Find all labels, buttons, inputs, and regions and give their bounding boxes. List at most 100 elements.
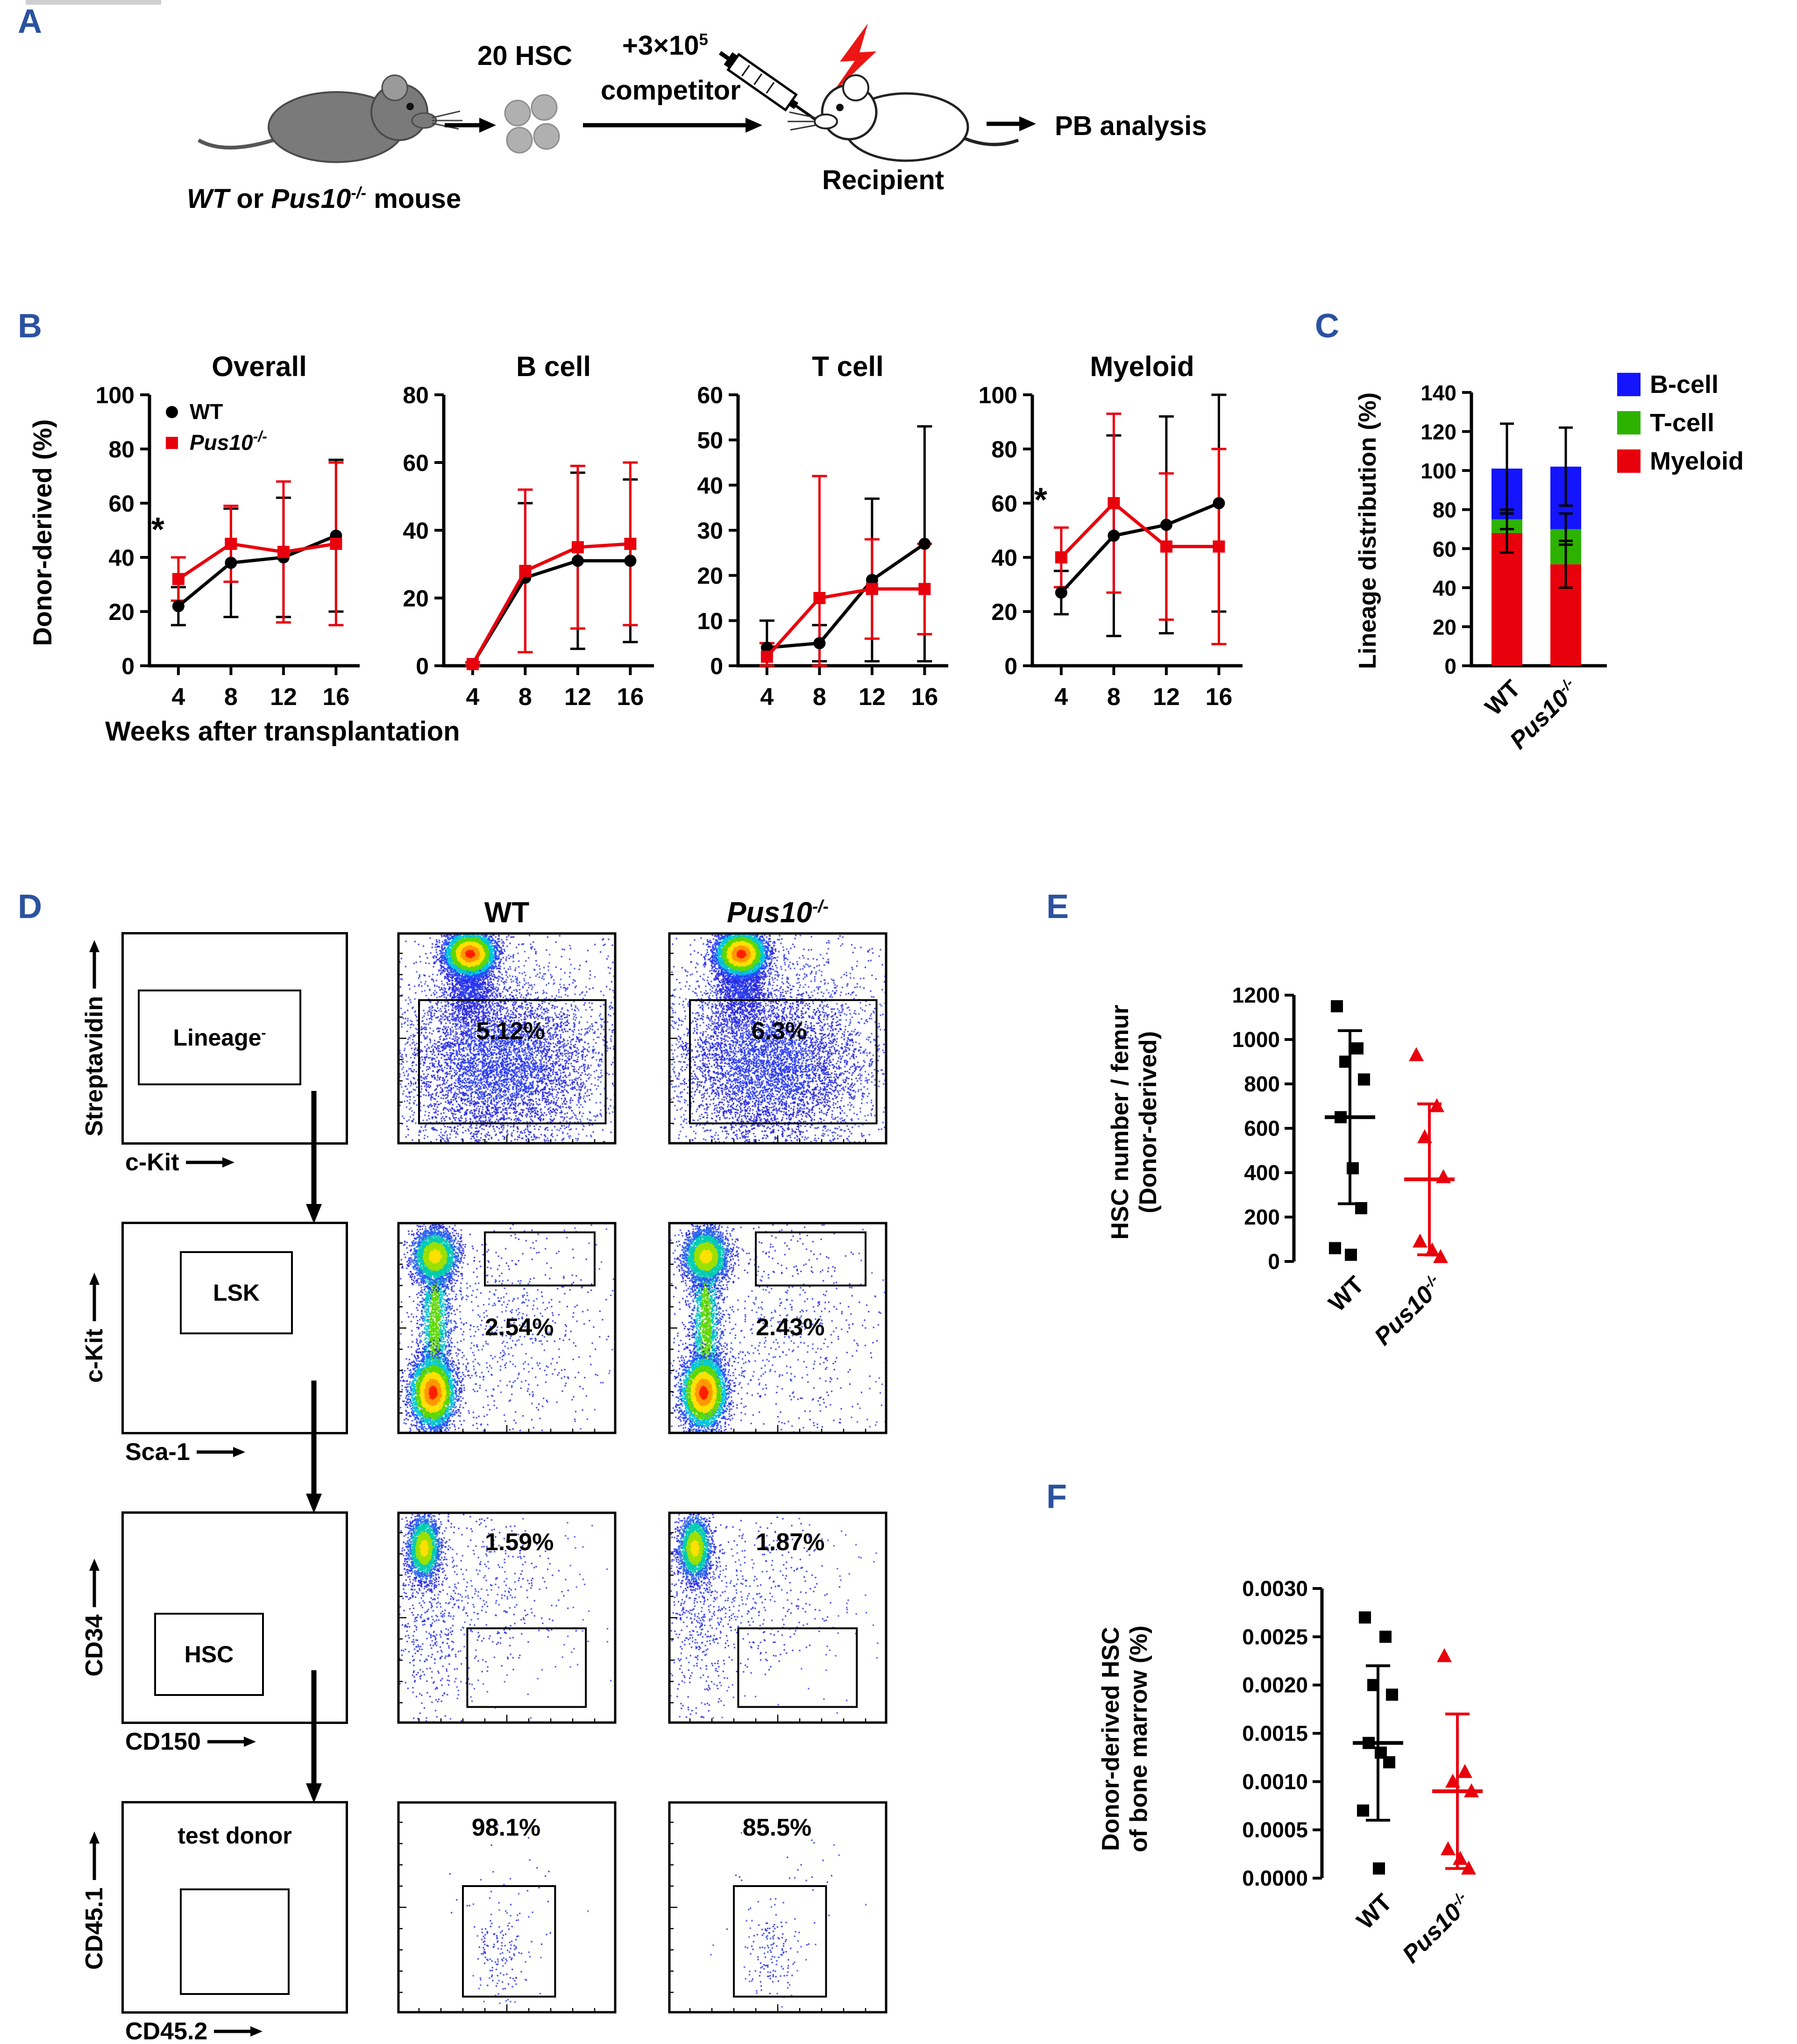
gate-percentage: 6.3%: [751, 1018, 807, 1045]
e-yaxis-title: HSC number / femur (Donor-derived): [1107, 1004, 1162, 1240]
axis-arrow-icon: [89, 1558, 99, 1607]
svg-text:40: 40: [403, 518, 429, 544]
flow-plot-lineage-ko: 6.3%: [668, 932, 888, 1145]
flow-gate-overlay: [668, 932, 888, 1145]
hsc-pct-scatter-chart: 0.0000 0.0005 0.0010 0.0015 0.0020 0.0025 0.00…: [1242, 1576, 1483, 1890]
b-xaxis-title: Weeks after transplantation: [105, 716, 460, 747]
svg-text:0: 0: [416, 653, 429, 679]
flow-col-header-ko: Pus10-/-: [727, 896, 829, 929]
svg-text:Pus10-/-: Pus10-/-: [190, 428, 267, 455]
flow-yaxis-streptavidin: Streptavidin: [80, 898, 108, 1178]
legend-item-tcell: T-cell: [1617, 408, 1714, 437]
competitor-word-label: competitor: [601, 75, 741, 106]
svg-text:100: 100: [979, 382, 1017, 408]
myeloid-swatch-icon: [1617, 449, 1641, 473]
svg-text:20: 20: [991, 599, 1017, 625]
gating-flow-arrow: [306, 1670, 322, 1803]
svg-text:16: 16: [1205, 684, 1232, 711]
pb-analysis-label: PB analysis: [1055, 111, 1207, 141]
tcell-line-chart: 0 10 20 30 40 50 60 4 8 12 16 T cell: [697, 351, 948, 711]
legend-label-myeloid: Myeloid: [1650, 447, 1744, 475]
lineage-gate-rect: Lineage-: [138, 990, 301, 1085]
bcell-swatch-icon: [1617, 373, 1641, 396]
svg-text:8: 8: [519, 684, 532, 711]
flow-plot-lsk-ko: 2.43%: [668, 1222, 888, 1434]
bcell-line-chart: 0 20 40 60 80 4 8 12 16 B cell: [403, 351, 654, 711]
svg-text:T cell: T cell: [812, 351, 883, 382]
svg-text:0: 0: [1004, 653, 1017, 679]
axis-arrow-icon: [89, 1831, 99, 1880]
gate-percentage: 1.59%: [485, 1529, 554, 1556]
hsc-cells-illustration: [504, 94, 560, 154]
svg-text:1000: 1000: [1232, 1027, 1280, 1052]
svg-text:Overall: Overall: [212, 351, 306, 382]
flow-gate-overlay: [668, 1511, 888, 1724]
axis-arrow-icon: [214, 2026, 263, 2037]
lineage-stacked-bar-chart: 0 20 40 60 80 100 120 140: [1421, 381, 1607, 678]
svg-text:140: 140: [1421, 381, 1456, 405]
recipient-mouse-illustration: [788, 74, 1019, 162]
svg-text:60: 60: [697, 382, 723, 408]
svg-text:8: 8: [813, 684, 826, 711]
panel-e-label: E: [1046, 888, 1069, 926]
arrow-recipient-to-analysis: [987, 116, 1036, 131]
svg-text:60: 60: [108, 491, 135, 517]
svg-text:40: 40: [991, 545, 1017, 571]
svg-text:16: 16: [322, 684, 349, 711]
myeloid-line-chart: 0 20 40 60 80 100 4 8 12 16 Myeloid *: [979, 351, 1243, 711]
svg-text:12: 12: [270, 684, 297, 711]
svg-text:100: 100: [1421, 459, 1456, 483]
gating-schematic-hsc: HSC: [121, 1511, 348, 1724]
svg-text:40: 40: [108, 545, 135, 571]
axis-arrow-icon: [89, 1273, 99, 1322]
gate-percentage: 2.43%: [756, 1313, 825, 1341]
hsc-gate-rect: HSC: [154, 1613, 264, 1696]
svg-text:400: 400: [1244, 1161, 1280, 1185]
legend-item-bcell: B-cell: [1617, 370, 1719, 399]
svg-text:1200: 1200: [1232, 983, 1280, 1007]
flow-xaxis-ckit: c-Kit: [125, 1148, 234, 1176]
svg-text:80: 80: [991, 436, 1017, 463]
flow-yaxis-ckit: c-Kit: [80, 1188, 108, 1468]
flow-plot-hsc-wt: 1.59%: [397, 1511, 617, 1724]
svg-text:0.0000: 0.0000: [1242, 1866, 1308, 1890]
svg-text:80: 80: [403, 382, 429, 408]
svg-text:4: 4: [760, 684, 774, 711]
svg-text:100: 100: [96, 382, 135, 408]
f-yaxis-title: Donor-derived HSC of bone marrow (%): [1097, 1625, 1152, 1852]
svg-text:16: 16: [911, 684, 938, 711]
svg-text:60: 60: [403, 450, 429, 476]
svg-text:10: 10: [697, 608, 723, 634]
flow-density-canvas: [668, 1801, 888, 2014]
svg-text:40: 40: [697, 472, 723, 499]
gating-schematic-testdonor: test donor: [121, 1801, 348, 2014]
gate-percentage: 1.87%: [756, 1529, 825, 1556]
panel-f-label: F: [1046, 1478, 1067, 1516]
flow-gate-overlay: [397, 1801, 617, 2014]
flow-xaxis-cd150: CD150: [125, 1728, 256, 1756]
gating-flow-arrow: [306, 1091, 322, 1224]
svg-text:120: 120: [1421, 420, 1456, 444]
flow-density-canvas: [397, 1511, 617, 1724]
gate-percentage: 5.12%: [476, 1018, 545, 1045]
svg-text:20: 20: [1433, 615, 1456, 639]
flow-gate-overlay: [397, 1511, 617, 1724]
flow-xaxis-cd452: CD45.2: [125, 2017, 263, 2044]
hsc-count-label: 20 HSC: [477, 41, 573, 71]
flow-density-canvas: [668, 932, 888, 1145]
gate-percentage: 2.54%: [485, 1313, 554, 1341]
svg-text:4: 4: [1054, 684, 1068, 711]
hsc-number-scatter-chart: 0 200 400 600 800 1000 1200: [1232, 983, 1455, 1274]
competitor-count-label: +3×105: [622, 30, 708, 61]
donor-mouse-illustration: [197, 74, 462, 163]
svg-text:16: 16: [617, 684, 644, 711]
recipient-label: Recipient: [822, 165, 945, 195]
flow-plot-lineage-wt: 5.12%: [397, 932, 617, 1145]
flow-plot-hsc-ko: 1.87%: [668, 1511, 888, 1724]
arrow-donor-to-cells: [445, 118, 496, 133]
svg-text:0: 0: [710, 653, 723, 679]
testdonor-gate-rect: [180, 1888, 290, 1995]
panel-c-label: C: [1315, 307, 1339, 345]
flow-yaxis-cd451: CD45.1: [80, 1760, 108, 2041]
